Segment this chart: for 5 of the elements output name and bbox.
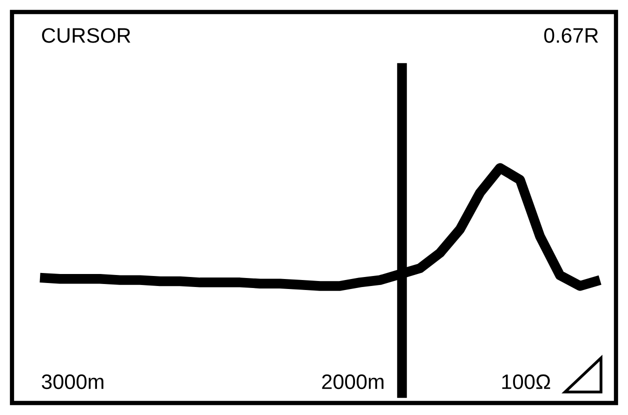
text: 100Ω: [502, 374, 550, 390]
text: 0.67R: [544, 28, 598, 43]
text: 2000m: [322, 374, 384, 390]
text: 3000m: [42, 374, 104, 390]
text: CURSOR: [42, 28, 130, 43]
